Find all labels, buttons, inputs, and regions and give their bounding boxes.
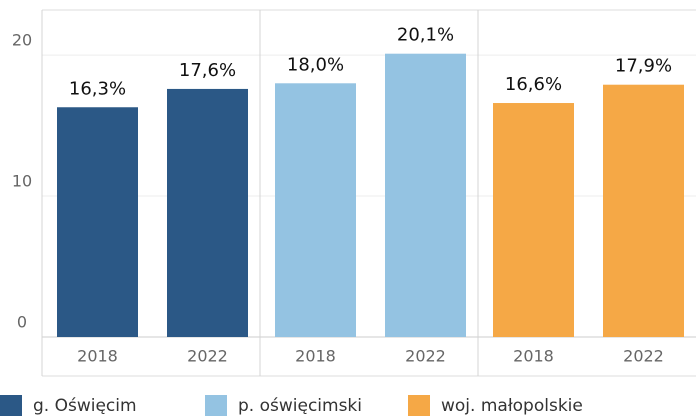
bar xyxy=(493,103,574,337)
bar xyxy=(385,53,466,337)
y-tick-label: 20 xyxy=(12,31,32,50)
bar xyxy=(603,84,684,338)
bar xyxy=(275,83,356,337)
x-tick-label: 2022 xyxy=(405,347,446,366)
bar xyxy=(167,88,248,338)
legend-label: g. Oświęcim xyxy=(33,396,137,416)
value-label: 17,9% xyxy=(615,56,672,77)
legend-label: woj. małopolskie xyxy=(441,396,583,416)
bar xyxy=(57,107,138,338)
value-label: 16,3% xyxy=(69,78,126,99)
x-tick-label: 2018 xyxy=(295,347,336,366)
value-label: 18,0% xyxy=(287,54,344,75)
value-label: 17,6% xyxy=(179,60,236,81)
value-label: 20,1% xyxy=(397,25,454,46)
x-tick-label: 2018 xyxy=(77,347,118,366)
legend-label: p. oświęcimski xyxy=(238,396,362,416)
legend-swatch xyxy=(408,395,430,416)
y-tick-label: 0 xyxy=(17,313,27,332)
legend-swatch xyxy=(205,395,227,416)
legend-swatch xyxy=(0,395,22,416)
x-tick-label: 2022 xyxy=(623,347,664,366)
x-tick-label: 2018 xyxy=(513,347,554,366)
y-tick-label: 10 xyxy=(12,172,32,191)
value-label: 16,6% xyxy=(505,74,562,95)
x-tick-label: 2022 xyxy=(187,347,228,366)
